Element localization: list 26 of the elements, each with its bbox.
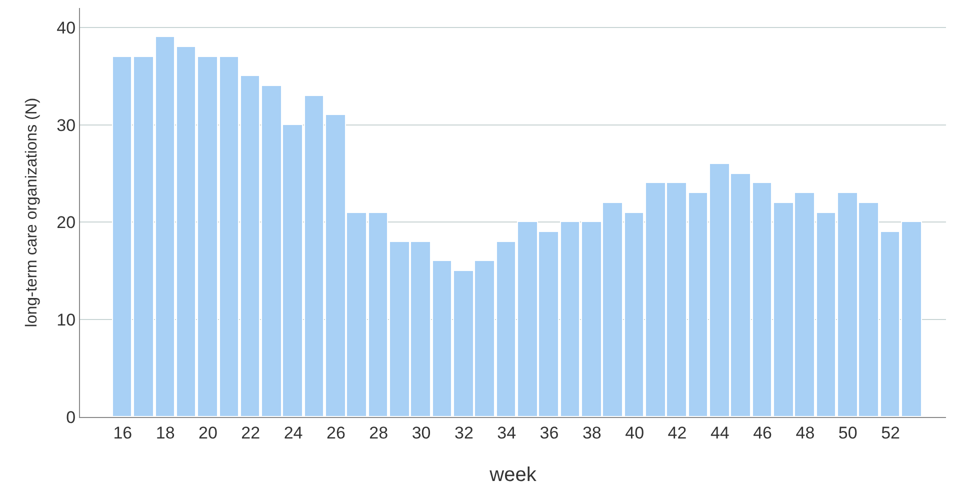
y-tick-label: 0 [66, 408, 76, 427]
y-tick-label: 40 [56, 18, 76, 38]
x-tick-label: 48 [796, 423, 815, 442]
x-tick-label: 22 [241, 423, 260, 442]
x-tick-label: 24 [284, 423, 303, 442]
x-tick-label: 40 [625, 423, 644, 442]
x-tick-label: 46 [753, 423, 772, 442]
x-tick-label: 44 [710, 423, 730, 442]
x-tick-label: 30 [412, 423, 431, 442]
x-tick-label: 26 [326, 423, 346, 442]
y-tick-label: 30 [56, 116, 76, 135]
x-tick-label: 42 [668, 423, 687, 442]
x-tick-label: 20 [198, 423, 218, 442]
x-tick-label: 36 [540, 423, 559, 442]
y-tick-label: 20 [56, 213, 76, 232]
x-tick-label: 16 [113, 423, 132, 442]
x-tick-label: 38 [582, 423, 602, 442]
y-axis-title: long-term care organizations (N) [24, 98, 41, 328]
x-tick-label: 50 [838, 423, 858, 442]
x-tick-label: 52 [881, 423, 900, 442]
x-tick-label: 32 [454, 423, 474, 442]
x-tick-label: 28 [369, 423, 388, 442]
y-tick-label: 10 [56, 310, 76, 330]
x-axis-title: week [488, 464, 538, 486]
x-tick-label: 34 [497, 423, 516, 442]
x-tick-label: 18 [156, 423, 175, 442]
